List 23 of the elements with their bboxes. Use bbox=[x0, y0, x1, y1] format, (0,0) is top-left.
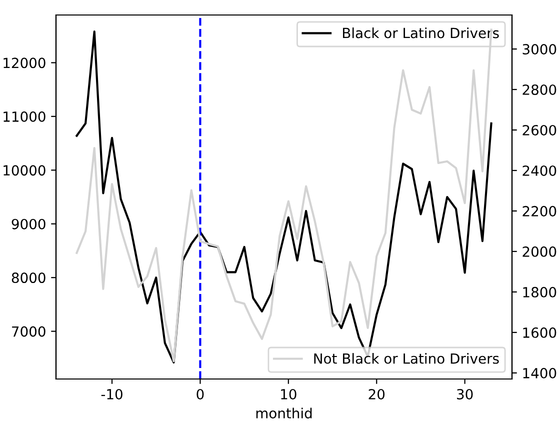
x-axis-title: monthid bbox=[256, 408, 312, 418]
y-tick-label: 11000 bbox=[4, 111, 46, 122]
y-tick-label: 12000 bbox=[4, 58, 46, 68]
y2-tick-label: 2800 bbox=[522, 84, 556, 95]
x-tick-label: -10 bbox=[101, 388, 122, 400]
y2-tick-label: 2000 bbox=[522, 246, 556, 257]
y-tick-label: 10000 bbox=[4, 165, 46, 176]
y2-tick-label: 1400 bbox=[523, 368, 556, 378]
y2-tick-label: 2200 bbox=[522, 206, 556, 216]
x-tick-label: 20 bbox=[368, 388, 385, 400]
x-tick-label: 30 bbox=[457, 388, 473, 400]
x-tick-label: 0 bbox=[196, 388, 204, 400]
x-tick-label: 10 bbox=[281, 388, 296, 400]
legend-label: Not Black or Latino Drivers bbox=[314, 353, 499, 364]
legend-label: Black or Latino Drivers bbox=[343, 28, 499, 38]
y2-tick-label: 2600 bbox=[522, 124, 556, 136]
y2-tick-label: 2400 bbox=[522, 165, 556, 176]
y-tick-label: 7000 bbox=[12, 326, 46, 337]
y2-tick-label: 3000 bbox=[522, 44, 556, 54]
y-tick-label: 8000 bbox=[12, 272, 46, 284]
y2-tick-label: 1800 bbox=[523, 286, 556, 298]
y2-tick-label: 1600 bbox=[523, 327, 556, 338]
y-tick-label: 9000 bbox=[12, 218, 46, 230]
